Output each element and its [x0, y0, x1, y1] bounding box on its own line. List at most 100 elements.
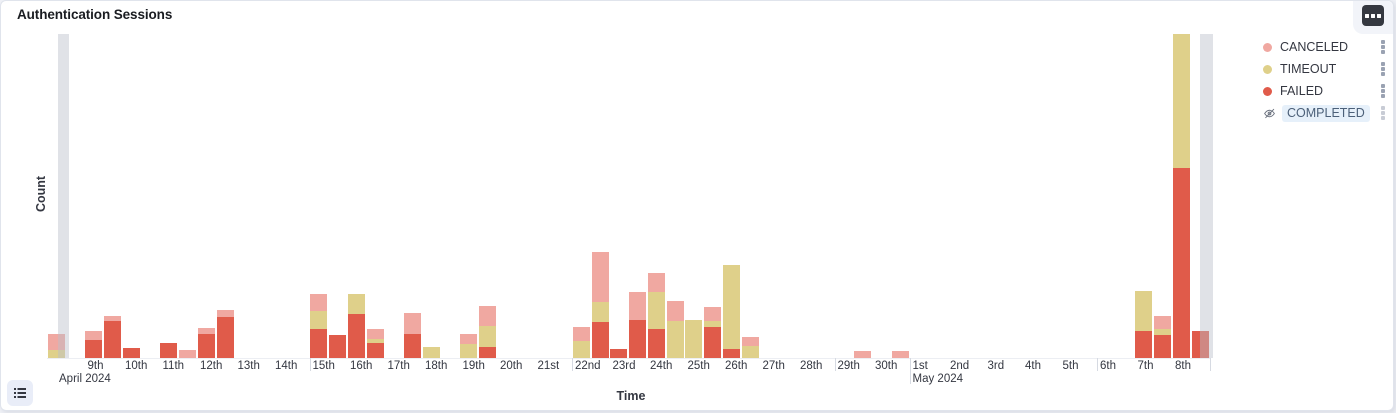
- bar-segment-canceled[interactable]: [404, 313, 422, 334]
- stacked-bar[interactable]: [572, 327, 590, 358]
- stacked-bar[interactable]: [329, 335, 347, 358]
- bar-segment-canceled[interactable]: [591, 252, 609, 302]
- bar-segment-timeout[interactable]: [1135, 291, 1153, 331]
- bar-segment-failed[interactable]: [197, 334, 215, 358]
- bar-segment-canceled[interactable]: [179, 350, 197, 358]
- bar-segment-failed[interactable]: [122, 348, 140, 358]
- stacked-bar[interactable]: [666, 301, 684, 358]
- bar-segment-canceled[interactable]: [572, 327, 590, 341]
- stacked-bar[interactable]: [85, 331, 103, 358]
- bar-segment-failed[interactable]: [704, 327, 722, 358]
- bar-segment-failed[interactable]: [347, 314, 365, 358]
- legend-toggle-button[interactable]: [7, 380, 33, 406]
- bar-segment-failed[interactable]: [404, 334, 422, 358]
- bar-segment-canceled[interactable]: [891, 351, 909, 358]
- bar-segment-canceled[interactable]: [647, 273, 665, 292]
- legend-item-actions-icon[interactable]: [1379, 104, 1388, 122]
- stacked-bar[interactable]: [460, 334, 478, 358]
- bar-segment-failed[interactable]: [1191, 331, 1209, 358]
- stacked-bar[interactable]: [47, 334, 65, 358]
- bar-segment-canceled[interactable]: [704, 307, 722, 321]
- bar-segment-canceled[interactable]: [310, 294, 328, 311]
- bar-segment-timeout[interactable]: [47, 350, 65, 358]
- bar-segment-canceled[interactable]: [366, 329, 384, 339]
- stacked-bar[interactable]: [104, 316, 122, 358]
- stacked-bar[interactable]: [647, 273, 665, 358]
- bar-segment-timeout[interactable]: [366, 339, 384, 343]
- stacked-bar[interactable]: [704, 307, 722, 358]
- stacked-bar[interactable]: [1135, 291, 1153, 358]
- bar-segment-canceled[interactable]: [197, 328, 215, 334]
- bar-segment-failed[interactable]: [329, 335, 347, 358]
- bar-segment-failed[interactable]: [85, 340, 103, 358]
- stacked-bar[interactable]: [404, 313, 422, 358]
- bar-segment-failed[interactable]: [160, 343, 178, 358]
- legend-item[interactable]: CANCELED: [1257, 36, 1389, 58]
- bar-segment-timeout[interactable]: [647, 292, 665, 329]
- stacked-bar[interactable]: [591, 252, 609, 358]
- stacked-bar[interactable]: [629, 292, 647, 358]
- stacked-bar[interactable]: [197, 328, 215, 358]
- bar-segment-failed[interactable]: [104, 321, 122, 358]
- bar-segment-timeout[interactable]: [310, 311, 328, 329]
- stacked-bar[interactable]: [179, 350, 197, 358]
- bar-segment-canceled[interactable]: [1154, 316, 1172, 329]
- stacked-bar[interactable]: [347, 294, 365, 358]
- bar-segment-canceled[interactable]: [666, 301, 684, 321]
- bar-segment-timeout[interactable]: [591, 302, 609, 322]
- legend-item-actions-icon[interactable]: [1379, 60, 1388, 78]
- stacked-bar[interactable]: [1154, 316, 1172, 358]
- stacked-bar[interactable]: [422, 347, 440, 358]
- legend-item[interactable]: COMPLETED: [1257, 102, 1389, 124]
- bar-segment-canceled[interactable]: [741, 337, 759, 346]
- stacked-bar[interactable]: [310, 294, 328, 358]
- stacked-bar[interactable]: [1172, 34, 1190, 358]
- stacked-bar[interactable]: [891, 351, 909, 358]
- stacked-bar[interactable]: [722, 265, 740, 358]
- bar-segment-canceled[interactable]: [85, 331, 103, 340]
- stacked-bar[interactable]: [741, 337, 759, 358]
- panel-options-button[interactable]: [1362, 5, 1384, 26]
- bar-segment-failed[interactable]: [1154, 335, 1172, 358]
- bar-segment-failed[interactable]: [1135, 331, 1153, 358]
- legend-item[interactable]: FAILED: [1257, 80, 1389, 102]
- bar-segment-timeout[interactable]: [685, 320, 703, 358]
- bar-segment-failed[interactable]: [591, 322, 609, 358]
- bar-segment-timeout[interactable]: [704, 321, 722, 327]
- bar-segment-timeout[interactable]: [347, 294, 365, 314]
- legend-item-actions-icon[interactable]: [1379, 38, 1388, 56]
- bar-segment-failed[interactable]: [610, 349, 628, 358]
- stacked-bar[interactable]: [366, 329, 384, 358]
- bar-segment-timeout[interactable]: [722, 265, 740, 349]
- stacked-bar[interactable]: [479, 306, 497, 358]
- stacked-bar[interactable]: [122, 348, 140, 358]
- bar-segment-failed[interactable]: [722, 349, 740, 358]
- bar-segment-timeout[interactable]: [1154, 329, 1172, 335]
- stacked-bar[interactable]: [610, 349, 628, 358]
- bar-segment-timeout[interactable]: [460, 344, 478, 358]
- bar-segment-timeout[interactable]: [666, 321, 684, 358]
- bar-segment-timeout[interactable]: [572, 341, 590, 358]
- bar-segment-canceled[interactable]: [629, 292, 647, 320]
- bar-segment-timeout[interactable]: [479, 326, 497, 347]
- bar-segment-canceled[interactable]: [216, 310, 234, 317]
- bar-segment-failed[interactable]: [629, 320, 647, 358]
- bar-segment-failed[interactable]: [1172, 168, 1190, 358]
- bar-segment-timeout[interactable]: [741, 346, 759, 358]
- stacked-bar[interactable]: [685, 320, 703, 358]
- bar-segment-canceled[interactable]: [854, 351, 872, 358]
- legend-item-actions-icon[interactable]: [1379, 82, 1388, 100]
- bar-segment-timeout[interactable]: [422, 347, 440, 358]
- bar-segment-failed[interactable]: [216, 317, 234, 358]
- bar-segment-canceled[interactable]: [47, 334, 65, 350]
- stacked-bar[interactable]: [1191, 331, 1209, 358]
- stacked-bar[interactable]: [216, 310, 234, 358]
- bar-segment-canceled[interactable]: [460, 334, 478, 344]
- bar-segment-canceled[interactable]: [104, 316, 122, 321]
- stacked-bar[interactable]: [854, 351, 872, 358]
- legend-item[interactable]: TIMEOUT: [1257, 58, 1389, 80]
- bar-segment-canceled[interactable]: [479, 306, 497, 326]
- stacked-bar[interactable]: [160, 343, 178, 358]
- bar-segment-timeout[interactable]: [1172, 34, 1190, 168]
- bar-segment-failed[interactable]: [647, 329, 665, 358]
